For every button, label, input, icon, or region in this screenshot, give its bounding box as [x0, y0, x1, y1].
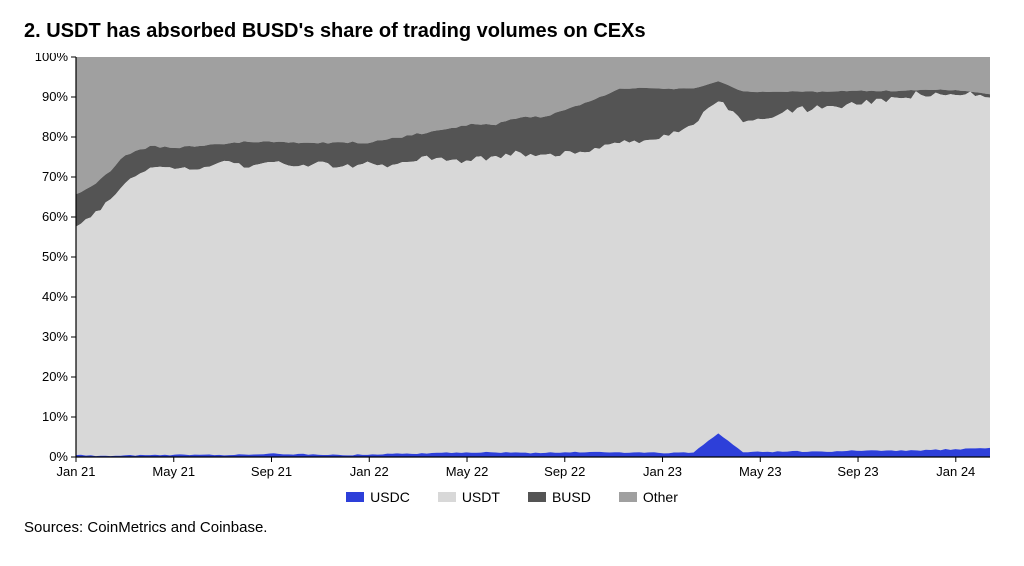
- y-tick-label: 90%: [42, 89, 68, 104]
- x-tick-label: Jan 22: [350, 464, 389, 479]
- legend-swatch: [346, 492, 364, 502]
- legend-item: USDT: [438, 489, 500, 505]
- legend-swatch: [619, 492, 637, 502]
- y-tick-label: 80%: [42, 129, 68, 144]
- x-tick-label: Sep 22: [544, 464, 585, 479]
- legend-label: USDT: [462, 489, 500, 505]
- x-tick-label: May 22: [446, 464, 489, 479]
- y-tick-label: 0%: [49, 449, 68, 464]
- legend-item: BUSD: [528, 489, 591, 505]
- y-tick-label: 50%: [42, 249, 68, 264]
- legend-label: Other: [643, 489, 678, 505]
- x-tick-label: Jan 23: [643, 464, 682, 479]
- legend-label: USDC: [370, 489, 410, 505]
- y-tick-label: 20%: [42, 369, 68, 384]
- chart-legend: USDC USDT BUSD Other: [24, 489, 1000, 505]
- legend-item: Other: [619, 489, 678, 505]
- x-tick-label: May 23: [739, 464, 782, 479]
- legend-swatch: [528, 492, 546, 502]
- x-tick-label: Jan 21: [56, 464, 95, 479]
- chart-title: 2. USDT has absorbed BUSD's share of tra…: [24, 20, 1000, 43]
- x-tick-label: Jan 24: [936, 464, 975, 479]
- chart-sources: Sources: CoinMetrics and Coinbase.: [24, 519, 1000, 536]
- y-tick-label: 10%: [42, 409, 68, 424]
- x-tick-label: May 21: [152, 464, 195, 479]
- legend-item: USDC: [346, 489, 410, 505]
- y-tick-label: 30%: [42, 329, 68, 344]
- legend-label: BUSD: [552, 489, 591, 505]
- chart-container: 0% 10% 20% 30% 40% 50% 60% 70% 80% 90% 100% Jan 21 M…: [24, 53, 1000, 483]
- stacked-area-chart: 0% 10% 20% 30% 40% 50% 60% 70% 80% 90% 100% Jan 21 M…: [24, 53, 1000, 483]
- x-tick-label: Sep 23: [837, 464, 878, 479]
- y-tick-label: 70%: [42, 169, 68, 184]
- y-tick-label: 40%: [42, 289, 68, 304]
- x-tick-label: Sep 21: [251, 464, 292, 479]
- legend-swatch: [438, 492, 456, 502]
- y-tick-label: 100%: [35, 53, 69, 64]
- y-tick-label: 60%: [42, 209, 68, 224]
